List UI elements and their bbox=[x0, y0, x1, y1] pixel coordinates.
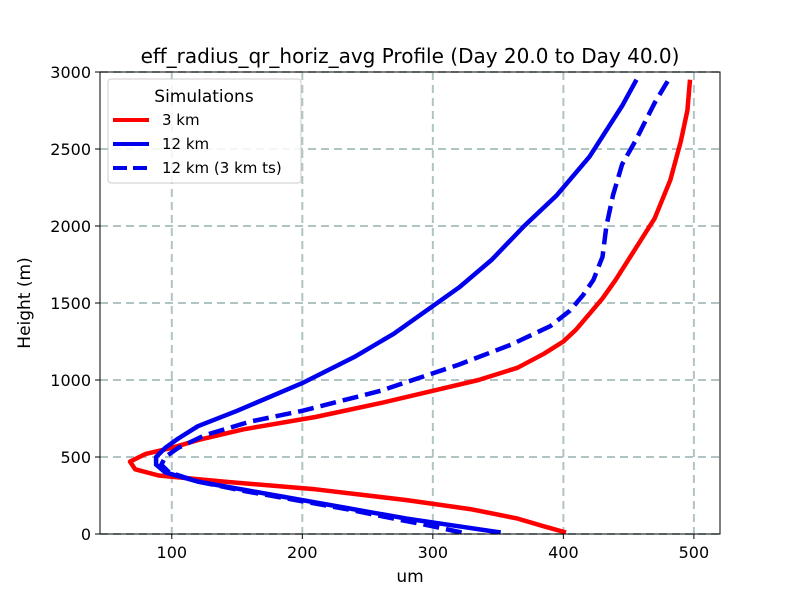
x-tick-label: 200 bbox=[287, 543, 318, 562]
y-tick-label: 1000 bbox=[50, 371, 91, 390]
y-tick-label: 2000 bbox=[50, 217, 91, 236]
x-tick-label: 300 bbox=[418, 543, 449, 562]
series-line-3-km bbox=[127, 79, 693, 535]
y-tick-label: 0 bbox=[81, 525, 91, 544]
grid bbox=[100, 71, 720, 535]
y-tick-label: 1500 bbox=[50, 294, 91, 313]
series-line-12-km-3-km-ts bbox=[159, 75, 673, 535]
legend-label-12km-3km-ts: 12 km (3 km ts) bbox=[162, 159, 282, 177]
legend-title: Simulations bbox=[154, 87, 254, 107]
axis-ticks: 100 200 300 400 500 0 500 1000 1500 2000 2500 3000 bbox=[50, 63, 709, 562]
legend-box bbox=[107, 78, 302, 184]
legend-label-3km: 3 km bbox=[162, 111, 200, 129]
chart-title: eff_radius_qr_horiz_avg Profile (Day 20.… bbox=[141, 44, 680, 68]
x-tick-label: 500 bbox=[679, 543, 710, 562]
legend: Simulations 3 km 12 km 12 km (3 km ts) bbox=[107, 78, 302, 184]
x-axis-label: um bbox=[396, 567, 423, 587]
x-tick-label: 100 bbox=[157, 543, 188, 562]
y-tick-label: 2500 bbox=[50, 140, 91, 159]
y-tick-label: 500 bbox=[60, 448, 91, 467]
legend-label-12km: 12 km bbox=[162, 135, 209, 153]
y-axis-label: Height (m) bbox=[15, 257, 35, 348]
series-lines bbox=[127, 75, 693, 535]
x-tick-label: 400 bbox=[548, 543, 579, 562]
y-tick-label: 3000 bbox=[50, 63, 91, 82]
